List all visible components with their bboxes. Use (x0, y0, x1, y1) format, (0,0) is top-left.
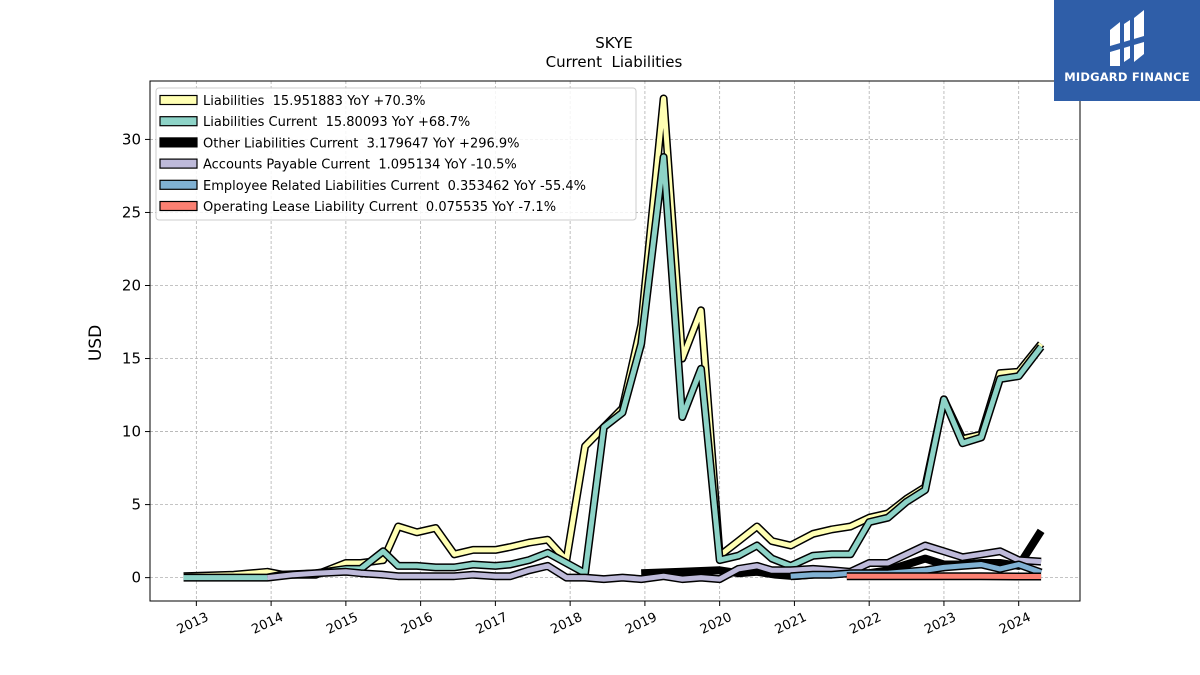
legend-box (155, 87, 637, 221)
legend-label: Accounts Payable Current 1.095134 YoY -1… (203, 158, 517, 173)
x-tick-label: 2014 (249, 610, 285, 638)
y-tick-label: 0 (131, 569, 141, 587)
legend-swatch (159, 116, 198, 127)
x-tick-label: 2023 (922, 610, 958, 638)
series-line-3 (267, 543, 1042, 582)
series-line-1 (183, 154, 1044, 581)
y-axis-label: USD (86, 325, 106, 361)
brand-name: MIDGARD FINANCE (1064, 70, 1190, 84)
x-tick-label: 2018 (548, 610, 584, 638)
logo-mark-icon (1110, 10, 1144, 66)
legend-swatch (159, 158, 198, 169)
legend-swatch (159, 179, 198, 190)
legend-label: Employee Related Liabilities Current 0.3… (203, 179, 586, 194)
legend: Liabilities 15.951883 YoY +70.3% Liabilit… (155, 87, 637, 221)
x-tick-label: 2019 (623, 610, 659, 638)
legend-label: Operating Lease Liability Current 0.0755… (203, 200, 556, 215)
x-tick-label: 2020 (698, 610, 734, 638)
y-tick-label: 15 (122, 350, 141, 368)
x-tick-label: 2024 (997, 610, 1033, 638)
x-tick-label: 2021 (773, 610, 809, 638)
plot-frame (149, 80, 1081, 602)
x-tick-label: 2016 (399, 610, 435, 638)
legend-swatch (159, 137, 198, 148)
legend-label: Liabilities Current 15.80093 YoY +68.7% (203, 115, 470, 130)
x-tick-label: 2015 (324, 610, 360, 638)
x-tick-label: 2013 (175, 610, 211, 638)
x-tick-label: 2022 (848, 610, 884, 638)
legend-swatch (159, 200, 198, 212)
series-line-4 (790, 562, 1042, 579)
y-tick-label: 25 (122, 203, 141, 221)
y-tick-label: 30 (122, 130, 141, 148)
x-tick-label: 2017 (474, 610, 510, 638)
series-lines (183, 94, 1045, 584)
brand-logo: MIDGARD FINANCE (1054, 0, 1200, 101)
y-tick-label: 10 (122, 423, 141, 441)
y-tick-label: 5 (131, 496, 141, 514)
chart-title: SKYE (595, 34, 632, 52)
legend-swatch (159, 94, 198, 106)
chart-subtitle: Current Liabilities (546, 53, 683, 71)
legend-label: Other Liabilities Current 3.179647 YoY +… (203, 136, 520, 151)
y-tick-label: 20 (122, 276, 141, 294)
legend-label: Liabilities 15.951883 YoY +70.3% (203, 94, 426, 109)
